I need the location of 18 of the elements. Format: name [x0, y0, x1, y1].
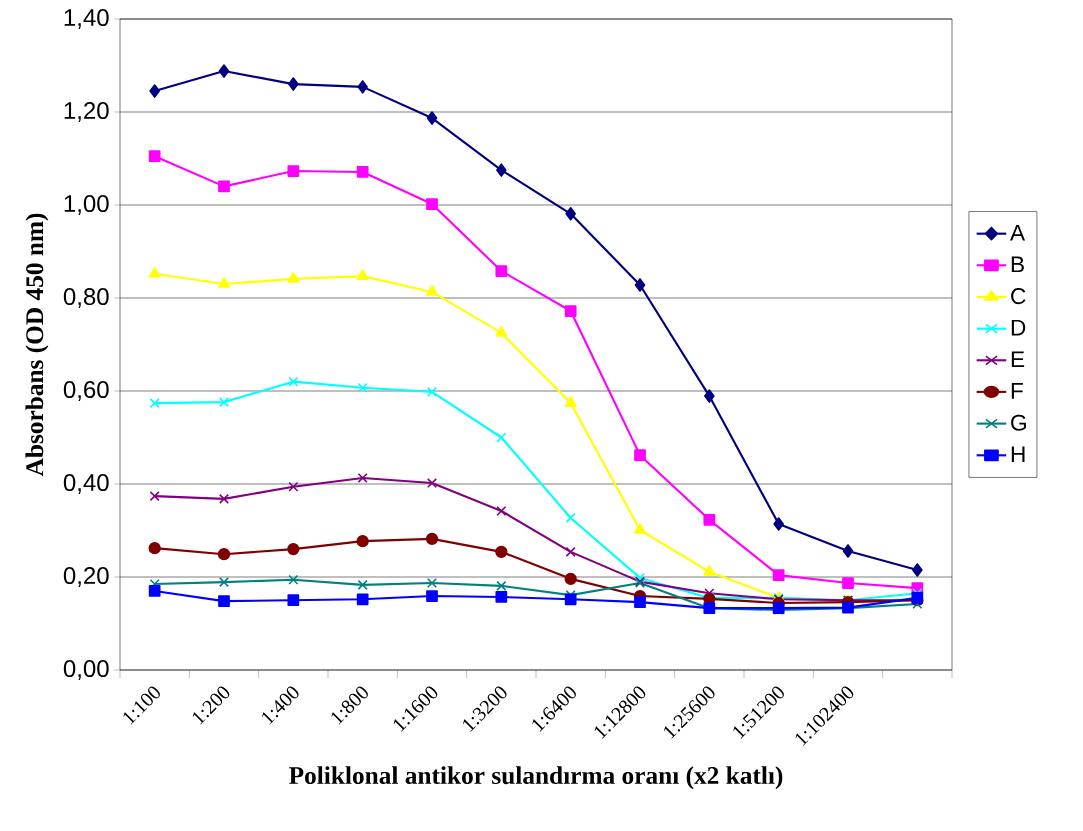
y-tick-label: 0,60	[63, 381, 109, 401]
legend-label: F	[1011, 383, 1023, 399]
y-tick-label: 1,20	[64, 102, 109, 122]
y-tick-label: 0,00	[63, 660, 109, 680]
legend-label: A	[1010, 224, 1026, 241]
legend-label: D	[1011, 319, 1026, 336]
y-tick-label: 0,40	[63, 474, 109, 494]
legend-label: E	[1011, 351, 1025, 368]
y-tick-label: 1,40	[64, 9, 109, 29]
legend-label: C	[1011, 288, 1026, 305]
legend-label: H	[1011, 446, 1025, 463]
legend-label: B	[1011, 256, 1024, 273]
y-tick-label: 1,00	[64, 195, 109, 215]
legend-label: G	[1011, 414, 1026, 431]
y-axis-title: Absorbans (OD 450 nm)	[25, 213, 49, 477]
x-axis-title: Poliklonal antikor sulandırma oranı (x2 katlı)	[289, 766, 783, 790]
y-tick-label: 0,20	[63, 567, 109, 587]
y-tick-label: 0,80	[63, 288, 109, 308]
